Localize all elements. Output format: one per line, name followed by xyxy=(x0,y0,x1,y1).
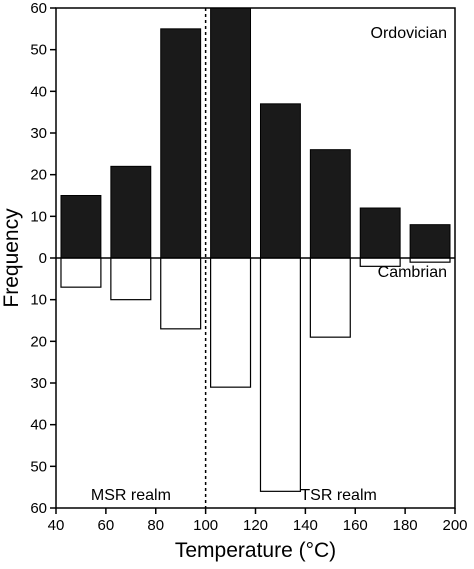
y-tick-label: 50 xyxy=(30,42,47,59)
ordovician-label: Ordovician xyxy=(371,25,447,42)
ordovician-bar xyxy=(160,28,202,259)
y-tick-label: 40 xyxy=(30,417,47,434)
y-tick-label: 60 xyxy=(30,0,47,17)
cambrian-bar xyxy=(210,257,252,388)
ordovician-bar xyxy=(309,149,351,259)
x-tick-label: 60 xyxy=(98,517,115,534)
x-tick-label: 40 xyxy=(48,517,65,534)
y-tick-label: 10 xyxy=(30,208,47,225)
cambrian-bar xyxy=(309,257,351,338)
ordovician-bar xyxy=(60,195,102,259)
x-tick-label: 140 xyxy=(293,517,318,534)
ordovician-bar xyxy=(359,207,401,259)
x-axis-title: Temperature (°C) xyxy=(175,539,336,562)
y-tick-label: 60 xyxy=(30,500,47,517)
x-tick-label: 200 xyxy=(442,517,467,534)
cambrian-bar xyxy=(60,257,102,288)
cambrian-bar xyxy=(259,257,301,492)
y-tick-label: 10 xyxy=(30,292,47,309)
x-tick-label: 80 xyxy=(147,517,164,534)
y-tick-label: 20 xyxy=(30,333,47,350)
y-tick-label: 30 xyxy=(30,125,47,142)
ordovician-bar xyxy=(259,103,301,259)
y-tick-label: 40 xyxy=(30,83,47,100)
ordovician-bar xyxy=(110,165,152,259)
bars-layer xyxy=(60,7,451,492)
y-tick-label: 30 xyxy=(30,375,47,392)
y-tick-label: 20 xyxy=(30,167,47,184)
ordovician-bar xyxy=(210,7,252,259)
x-tick-label: 120 xyxy=(243,517,268,534)
ordovician-bar xyxy=(409,224,451,259)
msr-realm-label: MSR realm xyxy=(91,487,171,504)
x-tick-label: 100 xyxy=(193,517,218,534)
x-tick-label: 180 xyxy=(393,517,418,534)
x-tick-label: 160 xyxy=(343,517,368,534)
cambrian-bar xyxy=(160,257,202,330)
cambrian-bar xyxy=(110,257,152,301)
y-tick-label: 50 xyxy=(30,458,47,475)
y-tick-label: 0 xyxy=(39,250,47,267)
cambrian-label: Cambrian xyxy=(378,264,447,281)
y-axis-title: Frequency xyxy=(0,208,23,308)
tsr-realm-label: TSR realm xyxy=(300,487,376,504)
